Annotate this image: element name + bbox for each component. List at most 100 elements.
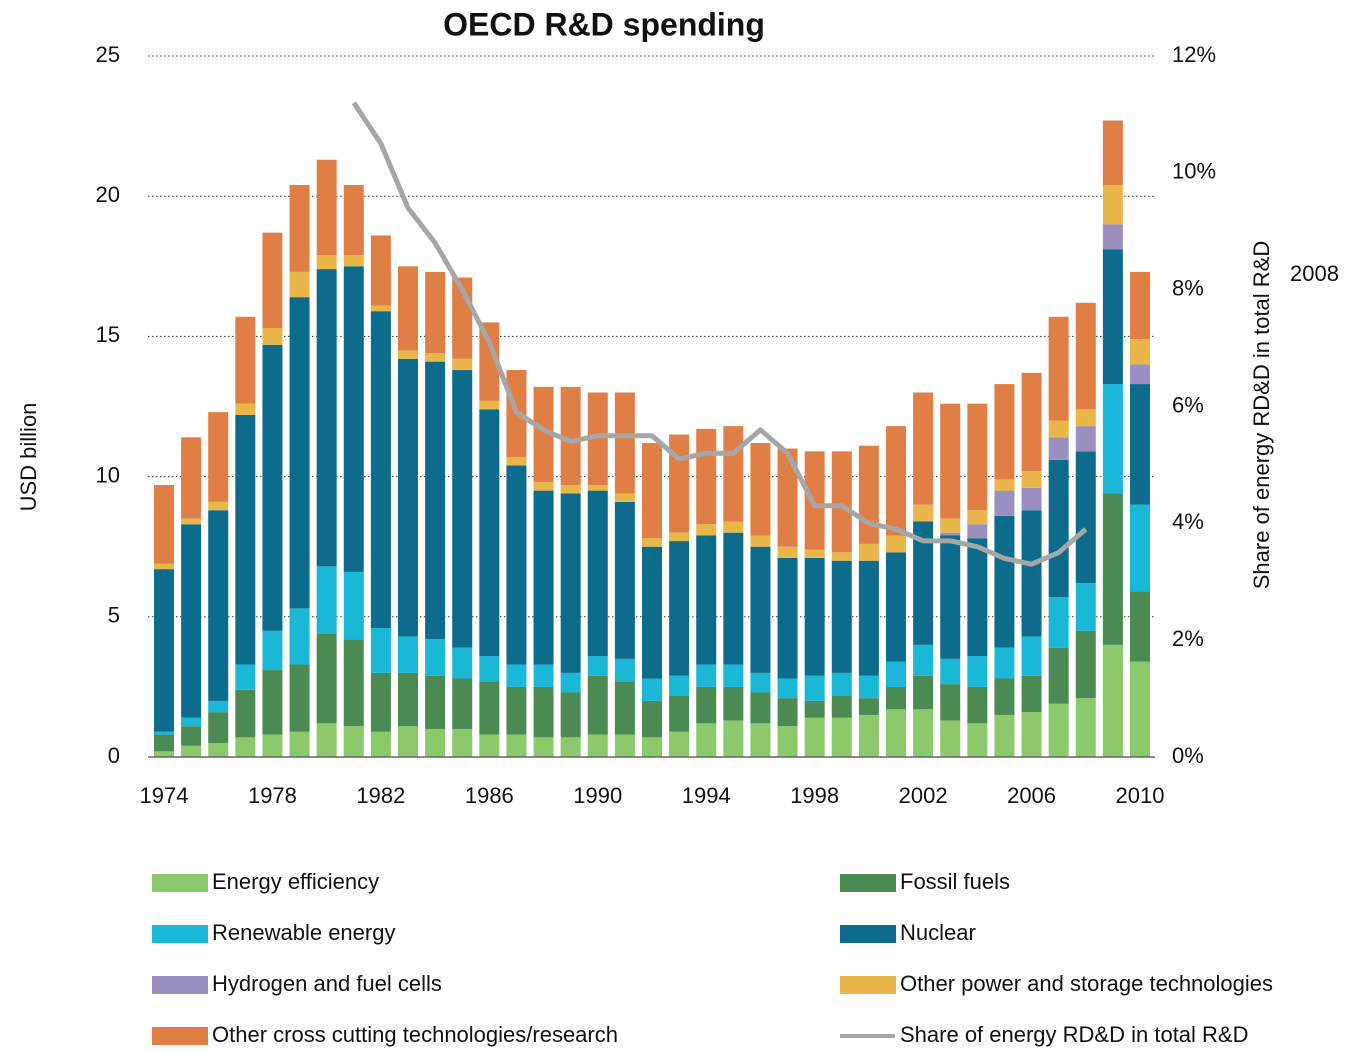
y-tick-label: 0 bbox=[108, 743, 120, 768]
x-tick-label: 1986 bbox=[465, 783, 514, 808]
bar-segment bbox=[425, 675, 446, 729]
bar-segment bbox=[804, 549, 825, 558]
bar-segment bbox=[533, 386, 554, 483]
x-tick-label: 1994 bbox=[682, 783, 731, 808]
bar-segment bbox=[181, 518, 202, 525]
bar-segment bbox=[1075, 451, 1096, 584]
bar-segment bbox=[750, 672, 771, 693]
bar-segment bbox=[994, 678, 1015, 715]
bar-segment bbox=[316, 255, 337, 270]
legend-label: Other power and storage technologies bbox=[900, 971, 1273, 996]
y-tick-label: 10 bbox=[96, 462, 120, 487]
bar-segment bbox=[154, 734, 174, 752]
bar-segment bbox=[398, 672, 418, 727]
bar-segment bbox=[967, 723, 988, 757]
bar-segment bbox=[804, 675, 825, 701]
bar-segment bbox=[831, 451, 852, 553]
bar-segment bbox=[560, 493, 581, 673]
bar-segment bbox=[1102, 493, 1123, 645]
bar-segment bbox=[533, 482, 554, 491]
bar-segment bbox=[614, 734, 635, 757]
y-tick-label: 5 bbox=[108, 603, 120, 628]
bar-segment bbox=[723, 521, 744, 533]
bar-segment bbox=[913, 521, 934, 645]
bar-segment bbox=[994, 714, 1015, 757]
bar-segment bbox=[506, 664, 527, 687]
bar-segment bbox=[181, 524, 202, 718]
bar-segment bbox=[777, 678, 798, 699]
bar-segment bbox=[940, 518, 961, 533]
bar-segment bbox=[913, 709, 934, 757]
bar-segment bbox=[723, 426, 744, 522]
bar-segment bbox=[181, 726, 202, 746]
bar-segment bbox=[1102, 224, 1123, 250]
bar-segment bbox=[370, 628, 391, 673]
bar-segment bbox=[994, 490, 1015, 516]
bar-segment bbox=[1021, 675, 1042, 713]
bar-segment bbox=[642, 678, 662, 701]
bar-segment bbox=[154, 751, 174, 757]
bar-segment bbox=[262, 344, 283, 631]
bar-segment bbox=[696, 428, 717, 525]
bar-segment bbox=[777, 557, 798, 679]
bar-segment bbox=[289, 297, 310, 609]
bar-segment bbox=[343, 571, 364, 640]
bar-segment bbox=[886, 535, 906, 553]
bar-segment bbox=[614, 392, 635, 494]
bar-segment bbox=[289, 608, 310, 665]
bar-segment bbox=[967, 510, 988, 525]
bar-segment bbox=[831, 552, 852, 561]
bar-segment bbox=[370, 311, 391, 629]
bar-segment bbox=[750, 723, 771, 757]
bar-segment bbox=[262, 232, 283, 328]
x-tick-label: 1982 bbox=[356, 783, 405, 808]
bar-segment bbox=[1102, 120, 1123, 185]
bar-segment bbox=[1102, 184, 1123, 225]
bar-segment bbox=[208, 742, 229, 757]
x-tick-label: 1978 bbox=[248, 783, 297, 808]
bar-segment bbox=[669, 675, 690, 696]
bar-segment bbox=[777, 726, 798, 757]
bar-segment bbox=[858, 445, 879, 544]
y2-tick-label: 8% bbox=[1172, 275, 1204, 300]
bar-segment bbox=[940, 403, 961, 519]
bar-segment bbox=[1075, 583, 1096, 631]
bar-segment bbox=[370, 305, 391, 312]
bar-segment bbox=[479, 409, 500, 657]
bar-segment bbox=[913, 504, 934, 522]
bar-segment bbox=[506, 456, 527, 466]
legend-swatch bbox=[840, 925, 896, 943]
bar-segment bbox=[533, 490, 554, 665]
bar-segment bbox=[669, 541, 690, 676]
y2-axis-label: Share of energy RD&D in total R&D bbox=[1249, 241, 1274, 590]
bar-segment bbox=[1075, 409, 1096, 427]
bar-segment bbox=[235, 689, 256, 738]
bar-segment bbox=[208, 510, 229, 701]
y2-tick-label: 0% bbox=[1172, 743, 1204, 768]
bar-segment bbox=[1130, 364, 1150, 385]
bar-segment bbox=[425, 728, 446, 757]
bar-segment bbox=[560, 672, 581, 693]
legend-swatch bbox=[152, 874, 208, 892]
x-tick-label: 2010 bbox=[1116, 783, 1165, 808]
bar-segment bbox=[506, 465, 527, 665]
bar-segment bbox=[289, 184, 310, 272]
bar-segment bbox=[1130, 384, 1150, 505]
bar-segment bbox=[940, 532, 961, 536]
y2-tick-label: 12% bbox=[1172, 42, 1216, 67]
bar-segment bbox=[370, 235, 391, 306]
x-tick-label: 2006 bbox=[1007, 783, 1056, 808]
bar-segment bbox=[669, 532, 690, 542]
bar-segment bbox=[533, 686, 554, 738]
bar-segment bbox=[723, 664, 744, 687]
bar-segment bbox=[1075, 302, 1096, 410]
y-tick-label: 15 bbox=[96, 322, 120, 347]
bar-segment bbox=[208, 712, 229, 743]
bar-segment bbox=[886, 686, 906, 710]
bar-segment bbox=[696, 524, 717, 536]
bar-segment bbox=[886, 661, 906, 687]
bar-segment bbox=[642, 700, 662, 738]
bar-segment bbox=[181, 745, 202, 757]
bar-segment bbox=[940, 535, 961, 659]
